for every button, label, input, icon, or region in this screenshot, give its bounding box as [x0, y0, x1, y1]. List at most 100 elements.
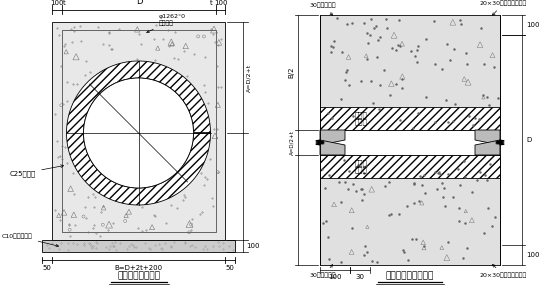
Point — [408, 125, 417, 130]
Point — [419, 243, 428, 248]
Point — [374, 38, 382, 43]
Point — [403, 204, 412, 208]
Point — [397, 86, 406, 91]
Text: A=D/2+t: A=D/2+t — [289, 130, 294, 155]
Text: 100: 100 — [526, 22, 539, 28]
Point — [341, 70, 350, 75]
Point — [455, 18, 464, 23]
Text: C10混凝土垫层: C10混凝土垫层 — [2, 233, 59, 247]
Text: 20×30聚氨酯防水腻子: 20×30聚氨酯防水腻子 — [480, 265, 528, 278]
Point — [360, 21, 369, 25]
Point — [385, 180, 394, 185]
Point — [481, 172, 490, 177]
Point — [341, 180, 350, 185]
Text: t: t — [63, 0, 66, 6]
Point — [493, 96, 502, 101]
Point — [419, 173, 428, 178]
Point — [475, 117, 484, 122]
Point — [385, 92, 394, 97]
Point — [459, 255, 468, 260]
Point — [328, 115, 337, 120]
Point — [475, 170, 484, 175]
Point — [326, 44, 335, 49]
Point — [431, 120, 440, 125]
Point — [360, 191, 368, 196]
Point — [392, 81, 401, 86]
Point — [320, 186, 329, 191]
Point — [363, 41, 372, 46]
Point — [324, 234, 333, 239]
Polygon shape — [320, 15, 500, 130]
Point — [397, 77, 406, 82]
Polygon shape — [320, 140, 345, 155]
Point — [326, 49, 335, 54]
Point — [409, 201, 418, 205]
Point — [340, 157, 349, 162]
Point — [432, 187, 441, 192]
Text: 30厚聚乙烯板: 30厚聚乙烯板 — [310, 2, 337, 15]
Point — [456, 21, 465, 26]
Point — [409, 180, 418, 185]
Point — [483, 95, 492, 99]
Text: 100: 100 — [526, 252, 539, 258]
Text: φ1262°0
（参考）: φ1262°0 （参考） — [147, 14, 185, 33]
Point — [367, 259, 376, 264]
Point — [438, 181, 447, 186]
Text: 30: 30 — [356, 274, 365, 280]
Text: t: t — [210, 0, 213, 6]
Polygon shape — [320, 130, 345, 145]
Point — [336, 259, 345, 264]
Point — [444, 171, 452, 176]
Text: D: D — [526, 137, 531, 143]
Point — [348, 114, 357, 118]
Text: 橡胶圈: 橡胶圈 — [355, 119, 368, 125]
Point — [372, 54, 381, 59]
Point — [438, 195, 447, 200]
Point — [416, 174, 424, 178]
Point — [321, 219, 330, 223]
Point — [367, 78, 376, 83]
Text: 100: 100 — [246, 243, 259, 249]
Text: 20×30聚氨酯防水腻子: 20×30聚氨酯防水腻子 — [480, 0, 528, 15]
Point — [382, 26, 391, 31]
Polygon shape — [42, 240, 235, 252]
Point — [362, 56, 371, 61]
Point — [417, 183, 426, 188]
Point — [348, 182, 357, 186]
Point — [358, 198, 367, 203]
Point — [337, 96, 346, 101]
Point — [333, 16, 342, 21]
Point — [342, 68, 351, 73]
Point — [344, 187, 353, 191]
Point — [435, 172, 444, 176]
Point — [360, 252, 369, 257]
Point — [414, 110, 423, 115]
Point — [344, 169, 353, 174]
Point — [409, 182, 418, 186]
Point — [468, 122, 477, 127]
Text: 橡胶圈: 橡胶圈 — [355, 160, 368, 166]
Point — [421, 94, 430, 99]
Point — [351, 189, 360, 194]
Polygon shape — [62, 30, 216, 232]
Text: C25混凝土: C25混凝土 — [10, 165, 63, 177]
Point — [394, 212, 403, 217]
Point — [336, 200, 345, 204]
Polygon shape — [320, 155, 500, 265]
Text: B/2: B/2 — [288, 67, 294, 78]
Point — [335, 179, 344, 184]
Text: 100: 100 — [214, 0, 227, 6]
Point — [396, 117, 405, 122]
Point — [369, 100, 378, 105]
Text: D: D — [136, 0, 142, 6]
Point — [444, 240, 452, 245]
Point — [467, 190, 476, 194]
Point — [431, 62, 440, 66]
Point — [461, 51, 470, 56]
Polygon shape — [67, 61, 211, 205]
Point — [353, 163, 362, 168]
Point — [337, 49, 346, 54]
Point — [486, 162, 495, 167]
Point — [433, 170, 442, 175]
Polygon shape — [320, 155, 500, 178]
